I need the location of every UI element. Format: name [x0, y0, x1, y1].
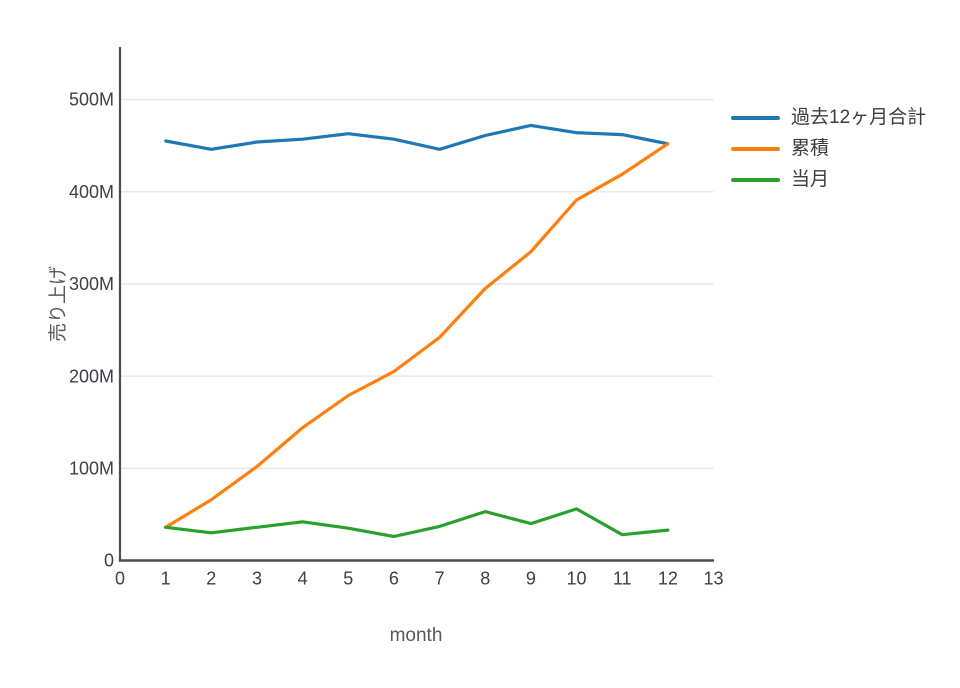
x-tick-label-2: 2	[206, 569, 216, 589]
x-tick-label-7: 7	[435, 569, 445, 589]
legend-line-swatch-green	[731, 177, 780, 182]
y-axis-title: 売り上げ	[47, 266, 69, 342]
axes	[118, 47, 714, 562]
gridlines	[120, 98, 714, 470]
legend-item-cumulative: 累積	[731, 133, 926, 164]
x-tick-label-10: 10	[567, 569, 587, 589]
x-axis-title: month	[390, 625, 443, 646]
y-tick-label-200M: 200M	[69, 366, 114, 386]
x-tick-label-4: 4	[298, 569, 308, 589]
legend-label: 過去12ヶ月合計	[791, 107, 927, 128]
x-tick-label-11: 11	[613, 569, 632, 589]
x-tick-label-3: 3	[252, 569, 262, 589]
x-tick-label-13: 13	[703, 569, 723, 589]
legend-item-past-12-month-total: 過去12ヶ月合計	[731, 102, 926, 133]
x-tick-label-5: 5	[343, 569, 353, 589]
series-line-2	[164, 507, 670, 539]
x-tick-label-6: 6	[389, 569, 399, 589]
y-tick-label-0: 0	[104, 551, 114, 571]
x-tick-label-0: 0	[115, 569, 125, 589]
y-tick-label-300M: 300M	[69, 274, 114, 294]
series-lines	[164, 123, 670, 539]
y-tick-label-400M: 400M	[69, 182, 114, 202]
y-tick-label-100M: 100M	[69, 459, 114, 479]
x-tick-labels: 0 1 2 3 4 5 6 7 8 9 10 11 12 13	[115, 569, 724, 589]
y-tick-label-500M: 500M	[69, 90, 114, 110]
x-tick-label-8: 8	[480, 569, 490, 589]
legend-item-current-month: 当月	[731, 164, 926, 195]
x-tick-label-12: 12	[658, 569, 678, 589]
legend-label: 累積	[791, 138, 830, 159]
legend: 過去12ヶ月合計 累積 当月	[731, 102, 926, 195]
x-tick-label-1: 1	[161, 569, 171, 589]
legend-line-swatch-blue	[731, 115, 780, 120]
series-line-1	[164, 142, 670, 529]
y-tick-labels: 0 100M 200M 300M 400M 500M	[69, 90, 114, 571]
x-tick-label-9: 9	[526, 569, 536, 589]
series-line-0	[164, 123, 670, 151]
legend-label: 当月	[791, 169, 830, 190]
legend-line-swatch-orange	[731, 146, 780, 151]
